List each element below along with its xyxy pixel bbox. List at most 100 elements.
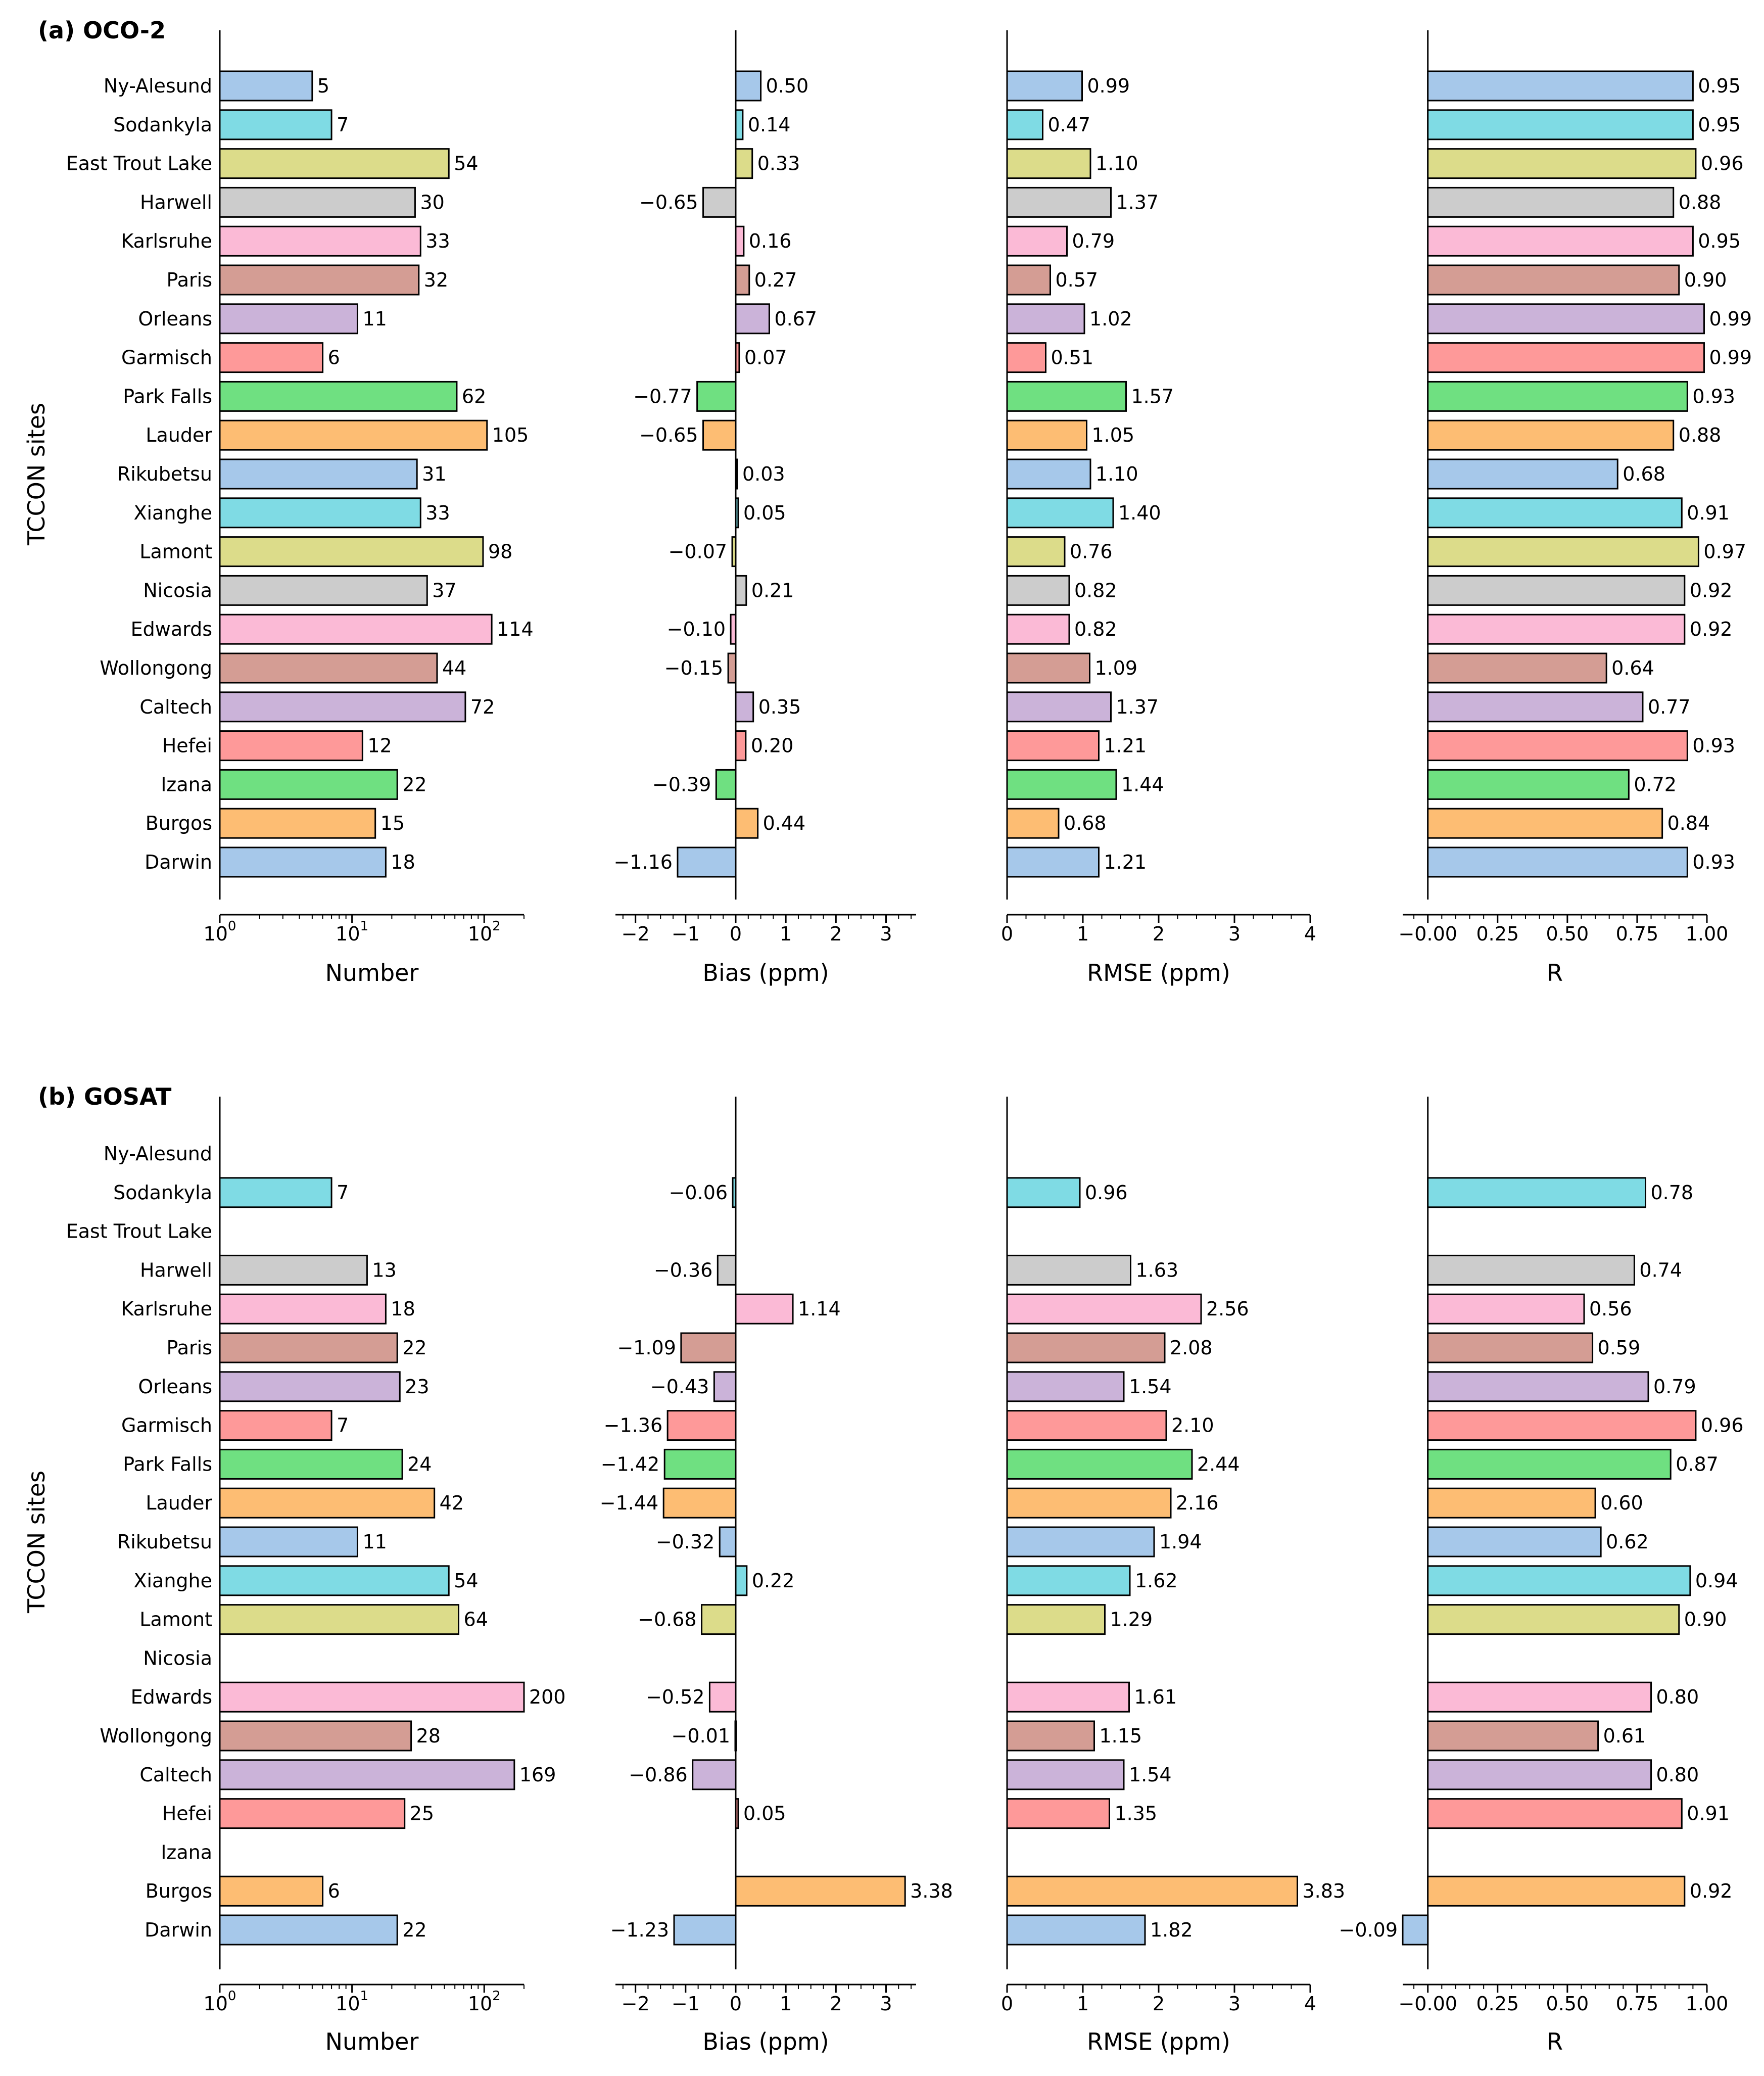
value-label: 0.27 xyxy=(754,269,797,291)
value-label: 0.99 xyxy=(1087,75,1130,97)
value-label: 3.83 xyxy=(1303,1880,1346,1902)
bar xyxy=(735,109,744,140)
value-label: −1.36 xyxy=(604,1414,662,1437)
x-axis: 100 101 102 Number xyxy=(204,914,525,986)
value-label: 0.78 xyxy=(1650,1182,1693,1204)
site-label: Harwell xyxy=(140,191,212,213)
value-label: 200 xyxy=(529,1686,566,1708)
site-label: Lamont xyxy=(139,541,212,563)
value-label: 54 xyxy=(454,1570,478,1592)
tick-label: 0.25 xyxy=(1476,923,1519,945)
bar xyxy=(701,1604,737,1635)
bar xyxy=(219,1448,403,1480)
bar xyxy=(735,148,753,179)
tick-label: 3 xyxy=(1228,1993,1241,2015)
site-label: Caltech xyxy=(139,1764,212,1786)
bar xyxy=(702,419,737,451)
bar xyxy=(219,1681,525,1713)
bar xyxy=(219,342,324,373)
bar xyxy=(1006,225,1068,257)
value-label: 7 xyxy=(337,1182,349,1204)
site-label: Lamont xyxy=(139,1609,212,1631)
bar xyxy=(735,342,740,373)
bar xyxy=(219,1254,368,1286)
x-axis: 0 1 2 3 4 RMSE (ppm) xyxy=(1001,1984,1316,2055)
site-label: Burgos xyxy=(146,1880,212,1902)
value-label: 0.57 xyxy=(1056,269,1099,291)
value-label: 1.82 xyxy=(1150,1919,1193,1941)
bar xyxy=(1427,652,1607,684)
value-label: 0.03 xyxy=(742,463,785,485)
site-label: Nicosia xyxy=(143,579,212,601)
value-label: 1.57 xyxy=(1131,385,1174,407)
value-label: 5 xyxy=(317,75,329,97)
value-label: 0.44 xyxy=(763,812,806,834)
tick-label: 0.50 xyxy=(1546,923,1589,945)
value-label: 11 xyxy=(362,1531,387,1553)
bar xyxy=(1006,264,1051,296)
bar xyxy=(731,536,737,568)
bar xyxy=(1006,1177,1081,1208)
value-label: 0.80 xyxy=(1656,1686,1699,1708)
bar xyxy=(219,846,387,878)
bar xyxy=(219,1720,412,1752)
site-label: Wollongong xyxy=(100,1725,212,1747)
bar xyxy=(1427,381,1688,412)
tick-label: 4 xyxy=(1304,1993,1316,2015)
site-label: Sodankyla xyxy=(113,114,212,136)
site-label: East Trout Lake xyxy=(66,1220,212,1243)
x-axis: 100 101 102 Number xyxy=(204,1984,525,2055)
value-label: −0.68 xyxy=(638,1609,696,1631)
value-label: 37 xyxy=(432,579,456,601)
value-label: 0.91 xyxy=(1687,1803,1730,1825)
bar xyxy=(219,536,484,568)
value-label: 1.37 xyxy=(1116,191,1159,213)
site-label: Paris xyxy=(167,1337,212,1359)
value-label: 0.95 xyxy=(1698,114,1741,136)
value-label: 33 xyxy=(425,230,450,252)
value-label: 44 xyxy=(442,657,466,679)
site-label: Caltech xyxy=(139,696,212,718)
bar xyxy=(735,808,759,839)
bar xyxy=(219,109,332,140)
value-label: 28 xyxy=(416,1725,441,1747)
bar xyxy=(1006,1720,1095,1752)
value-label: 0.87 xyxy=(1676,1453,1719,1475)
tick-label: −2 xyxy=(622,1993,650,2015)
tick-label: 100 xyxy=(204,1989,236,2015)
value-label: 0.07 xyxy=(744,347,787,369)
x-axis-title: Number xyxy=(325,959,419,986)
bar xyxy=(1006,70,1083,102)
tick-label: 102 xyxy=(468,1989,501,2015)
site-label: Hefei xyxy=(162,735,212,757)
value-label: 18 xyxy=(391,851,415,873)
bar xyxy=(1006,730,1100,762)
bar xyxy=(1427,186,1675,218)
value-label: −1.23 xyxy=(610,1919,669,1941)
value-label: 0.60 xyxy=(1600,1492,1643,1514)
tick-label: 1.00 xyxy=(1686,1993,1729,2015)
x-axis-title: Bias (ppm) xyxy=(702,959,829,986)
bar xyxy=(715,769,737,800)
value-label: 0.50 xyxy=(766,75,809,97)
tick-label: 2 xyxy=(1153,1993,1165,2015)
bar xyxy=(1006,1526,1155,1558)
bar xyxy=(1427,70,1694,102)
value-label: 11 xyxy=(362,308,387,330)
tick-label: −0.00 xyxy=(1398,923,1457,945)
x-axis: −2 −1 0 1 2 3 Bias (ppm) xyxy=(615,914,916,986)
value-label: 0.20 xyxy=(751,735,794,757)
bar xyxy=(1427,148,1697,179)
bar xyxy=(673,1914,737,1946)
value-label: 6 xyxy=(328,347,340,369)
value-label: 42 xyxy=(440,1492,464,1514)
x-axis: −0.00 0.25 0.50 0.75 1.00 R xyxy=(1398,1984,1729,2055)
subplot-rmse: 0.990.471.101.370.790.571.020.511.571.05… xyxy=(1001,30,1316,986)
bar xyxy=(735,458,738,490)
x-axis-title: R xyxy=(1547,2028,1563,2055)
bar xyxy=(735,225,745,257)
x-axis-title: Number xyxy=(325,2028,419,2055)
bar xyxy=(219,264,420,296)
